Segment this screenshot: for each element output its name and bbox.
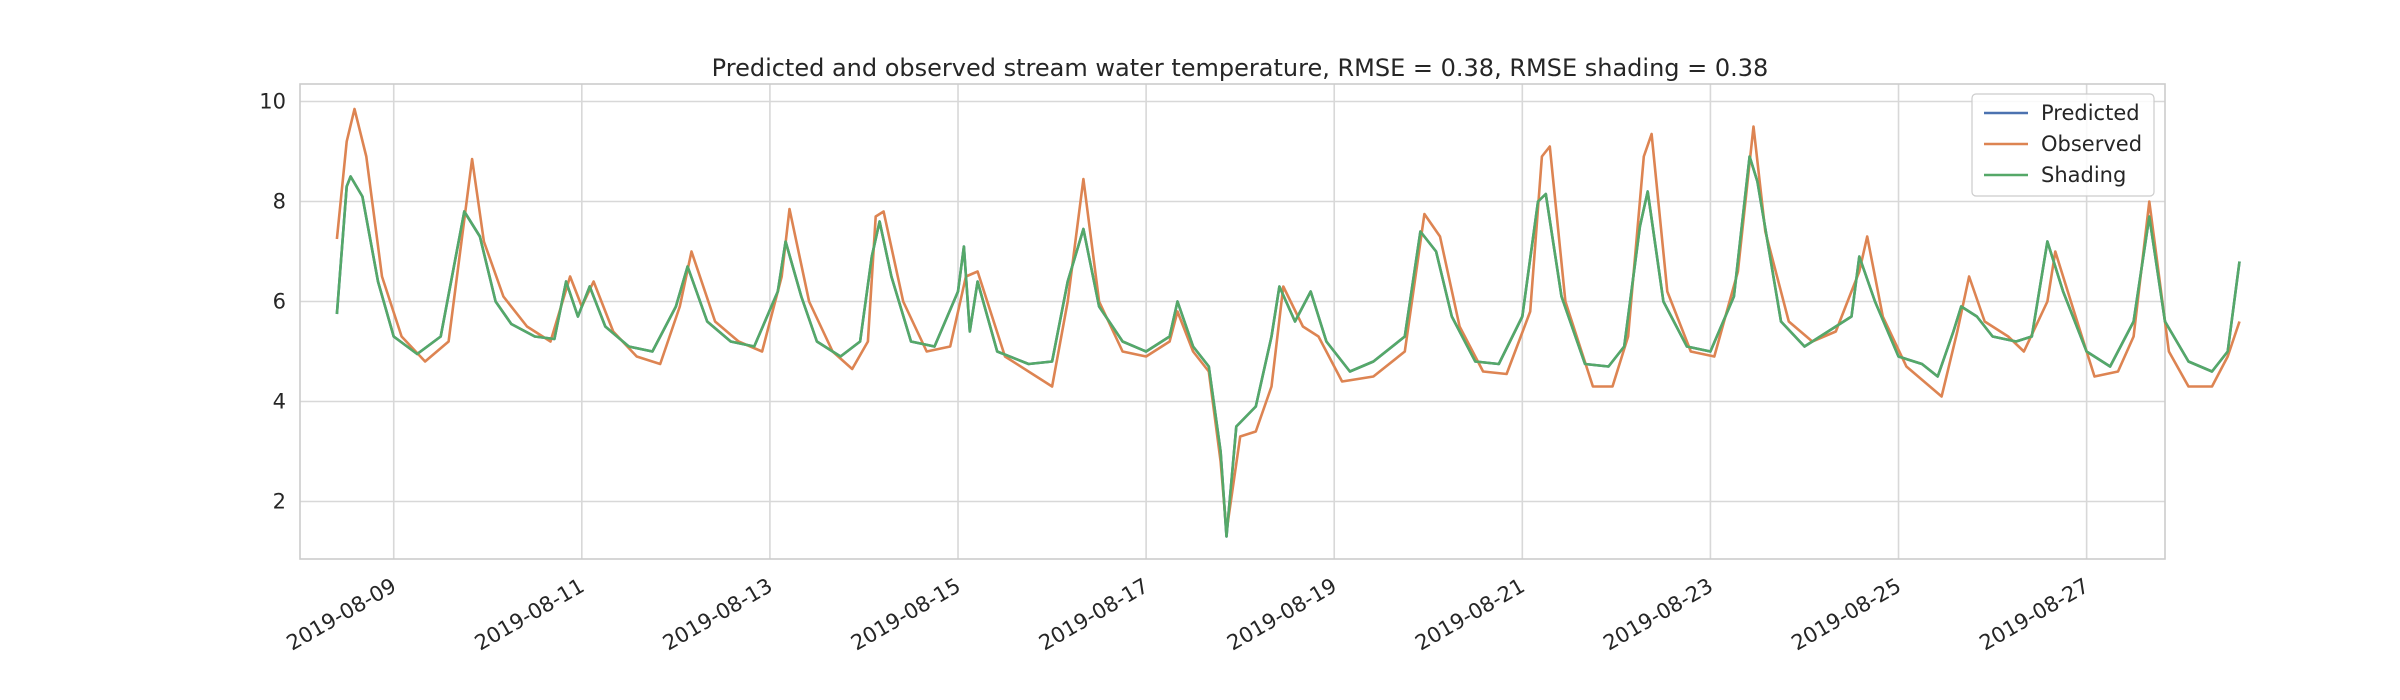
chart-title: Predicted and observed stream water temp… xyxy=(712,54,1769,82)
legend: Predicted Observed Shading xyxy=(1971,93,2155,197)
y-tick-label: 4 xyxy=(273,390,286,414)
grid-lines xyxy=(300,84,2165,559)
legend-label-observed: Observed xyxy=(2041,132,2142,156)
legend-label-predicted: Predicted xyxy=(2041,101,2140,125)
series-line-shading xyxy=(335,155,2241,538)
series-lines xyxy=(335,107,2241,538)
y-axis-ticks: 2 4 6 8 10 xyxy=(259,90,286,514)
series-line-observed xyxy=(335,107,2241,533)
y-tick-label: 8 xyxy=(273,190,286,214)
legend-label-shading: Shading xyxy=(2041,163,2126,187)
y-tick-label: 6 xyxy=(273,290,286,314)
y-tick-label: 2 xyxy=(273,490,286,514)
y-tick-label: 10 xyxy=(259,90,286,114)
legend-box xyxy=(1971,93,2155,197)
